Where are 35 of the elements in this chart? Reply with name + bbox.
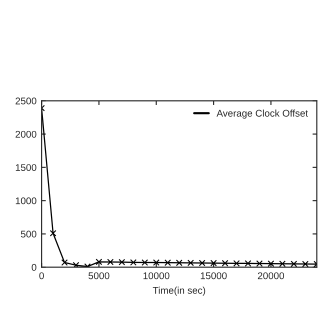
y-tick-label: 500 xyxy=(20,230,36,238)
point xyxy=(233,260,240,267)
point xyxy=(118,258,126,266)
point xyxy=(279,260,286,268)
point xyxy=(268,260,274,267)
x-axis-title: Time(in sec) xyxy=(152,286,206,296)
x-tick-label: 5000 xyxy=(88,272,110,280)
point xyxy=(256,260,263,267)
y-tick-label: 1500 xyxy=(16,164,36,171)
point xyxy=(50,230,56,237)
point xyxy=(244,260,252,267)
point xyxy=(290,260,298,268)
point xyxy=(61,259,68,266)
y-tick-label: 2000 xyxy=(16,130,36,138)
point xyxy=(72,262,80,268)
point xyxy=(96,258,102,266)
point xyxy=(210,260,217,266)
y-tick-label: 1000 xyxy=(16,197,36,204)
point xyxy=(176,260,182,266)
point xyxy=(142,259,148,266)
x-tick-label: 15000 xyxy=(200,272,227,280)
point xyxy=(164,259,172,266)
point xyxy=(130,259,137,266)
point xyxy=(302,260,309,268)
point xyxy=(187,260,194,266)
x-tick-label: 10000 xyxy=(143,272,170,280)
point xyxy=(152,259,160,266)
point xyxy=(222,260,228,267)
legend-label: Average Clock Offset xyxy=(216,110,308,119)
y-tick-label: 0 xyxy=(32,264,36,271)
point xyxy=(107,258,114,266)
x-tick-label: 20000 xyxy=(258,272,284,280)
y-tick-label: 2500 xyxy=(16,98,36,104)
point xyxy=(198,260,206,266)
x-tick-label: 0 xyxy=(39,272,44,280)
